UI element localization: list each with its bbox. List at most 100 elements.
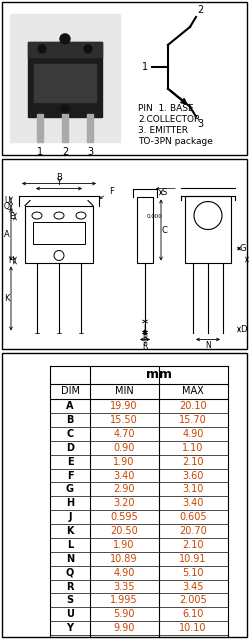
Bar: [87, 114, 93, 142]
Text: F: F: [67, 470, 73, 481]
Text: B: B: [56, 173, 62, 181]
Text: 20.10: 20.10: [179, 401, 207, 411]
Text: 3.40: 3.40: [113, 470, 135, 481]
Text: 2.COLLECTOR: 2.COLLECTOR: [138, 115, 200, 124]
Bar: [25, 206, 93, 263]
Text: Q: Q: [4, 202, 10, 211]
Text: 3. EMITTER: 3. EMITTER: [138, 126, 188, 135]
Text: C: C: [162, 226, 168, 235]
Text: 1.90: 1.90: [113, 540, 135, 550]
Text: 1: 1: [142, 62, 148, 72]
Text: E: E: [9, 212, 14, 221]
Text: 3.40: 3.40: [182, 498, 204, 508]
Bar: [62, 114, 68, 142]
Text: 0.000: 0.000: [147, 214, 163, 219]
Text: J: J: [144, 337, 146, 346]
Text: H: H: [66, 498, 74, 508]
Text: 2: 2: [62, 146, 68, 157]
Text: MAX: MAX: [182, 387, 204, 396]
Text: Y: Y: [57, 178, 62, 187]
Bar: [28, 42, 102, 117]
Text: F: F: [100, 187, 114, 199]
Text: R: R: [142, 343, 148, 351]
Text: 2.10: 2.10: [182, 457, 204, 466]
Text: D: D: [240, 325, 247, 334]
Text: 3: 3: [87, 146, 93, 157]
Text: K: K: [4, 294, 10, 303]
Text: 20.50: 20.50: [110, 526, 138, 536]
Text: Q: Q: [66, 567, 74, 578]
Text: 4.90: 4.90: [182, 429, 204, 439]
Text: 6.10: 6.10: [182, 610, 204, 619]
Text: 1: 1: [37, 146, 43, 157]
Text: N: N: [66, 554, 74, 564]
Bar: [33, 222, 85, 243]
Text: 20.70: 20.70: [179, 526, 207, 536]
Text: G: G: [240, 244, 247, 253]
Text: E: E: [67, 457, 73, 466]
Bar: [28, 42, 102, 57]
Text: A: A: [66, 401, 74, 411]
Text: 2.90: 2.90: [113, 484, 135, 495]
Circle shape: [61, 105, 69, 112]
Bar: [137, 197, 153, 263]
Text: PIN  1. BASE: PIN 1. BASE: [138, 104, 194, 113]
Text: mm: mm: [146, 368, 172, 381]
Text: 2: 2: [197, 5, 203, 15]
Text: 1.90: 1.90: [113, 457, 135, 466]
Bar: [37, 114, 43, 142]
Text: R: R: [66, 581, 74, 592]
Text: J: J: [144, 325, 146, 334]
Bar: [10, 14, 120, 142]
Text: 0.595: 0.595: [110, 512, 138, 522]
Text: 10.10: 10.10: [179, 623, 207, 633]
Text: 9.90: 9.90: [113, 623, 135, 633]
Circle shape: [38, 45, 46, 53]
Text: C: C: [66, 429, 74, 439]
Text: 2.005: 2.005: [179, 596, 207, 605]
Text: 0.605: 0.605: [179, 512, 207, 522]
Text: MIN: MIN: [115, 387, 133, 396]
Text: K: K: [66, 526, 74, 536]
Text: 4.90: 4.90: [113, 567, 135, 578]
Text: U: U: [66, 610, 74, 619]
Text: 5.90: 5.90: [113, 610, 135, 619]
Text: S: S: [162, 188, 167, 197]
Text: TO-3PN package: TO-3PN package: [138, 137, 213, 146]
Text: Y: Y: [66, 623, 73, 633]
Text: 0.90: 0.90: [113, 443, 135, 453]
Text: U: U: [4, 196, 10, 205]
Text: DIM: DIM: [61, 387, 79, 396]
Text: 5.10: 5.10: [182, 567, 204, 578]
Text: H: H: [8, 256, 14, 265]
Text: N: N: [205, 341, 211, 350]
Text: 2.10: 2.10: [182, 540, 204, 550]
Text: 15.70: 15.70: [179, 415, 207, 425]
Circle shape: [84, 45, 92, 53]
Text: 3: 3: [197, 119, 203, 128]
Text: J: J: [68, 512, 72, 522]
Bar: [34, 64, 96, 102]
Text: 19.90: 19.90: [110, 401, 138, 411]
Text: 3.35: 3.35: [113, 581, 135, 592]
Text: 10.91: 10.91: [179, 554, 207, 564]
Text: 15.50: 15.50: [110, 415, 138, 425]
Text: B: B: [66, 415, 74, 425]
Text: L: L: [248, 255, 249, 264]
Bar: [185, 196, 231, 263]
Text: G: G: [66, 484, 74, 495]
Text: 3.45: 3.45: [182, 581, 204, 592]
Circle shape: [60, 34, 70, 44]
Text: D: D: [66, 443, 74, 453]
Text: 4.70: 4.70: [113, 429, 135, 439]
Text: 1.10: 1.10: [182, 443, 204, 453]
Text: S: S: [66, 596, 73, 605]
Text: 3.20: 3.20: [113, 498, 135, 508]
Text: R: R: [142, 334, 148, 343]
Text: 10.89: 10.89: [110, 554, 138, 564]
Text: 3.10: 3.10: [182, 484, 204, 495]
Text: 1.995: 1.995: [110, 596, 138, 605]
Text: 3.60: 3.60: [182, 470, 204, 481]
Text: A: A: [4, 230, 10, 239]
Text: L: L: [67, 540, 73, 550]
